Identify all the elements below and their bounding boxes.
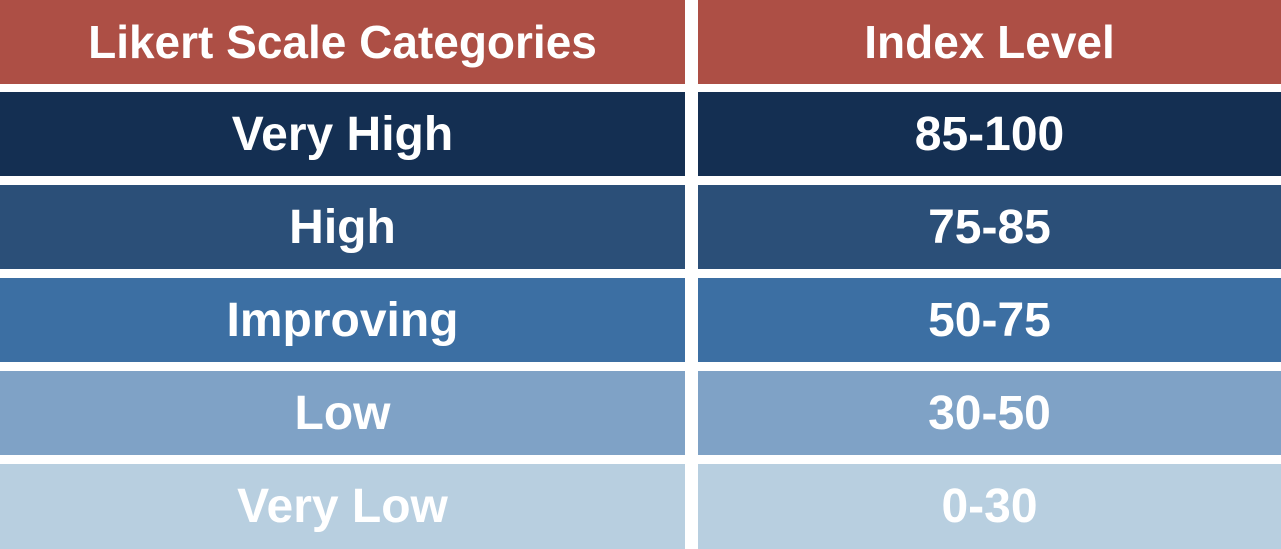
range-cell: 30-50: [698, 371, 1281, 455]
category-cell: Very High: [0, 92, 685, 176]
range-cell: 75-85: [698, 185, 1281, 269]
category-cell: Low: [0, 371, 685, 455]
range-cell: 50-75: [698, 278, 1281, 362]
range-cell: 0-30: [698, 464, 1281, 549]
category-cell: High: [0, 185, 685, 269]
range-cell: 85-100: [698, 92, 1281, 176]
header-cell: Likert Scale Categories: [0, 0, 685, 84]
category-cell: Very Low: [0, 464, 685, 549]
category-cell: Improving: [0, 278, 685, 362]
header-cell: Index Level: [698, 0, 1281, 84]
